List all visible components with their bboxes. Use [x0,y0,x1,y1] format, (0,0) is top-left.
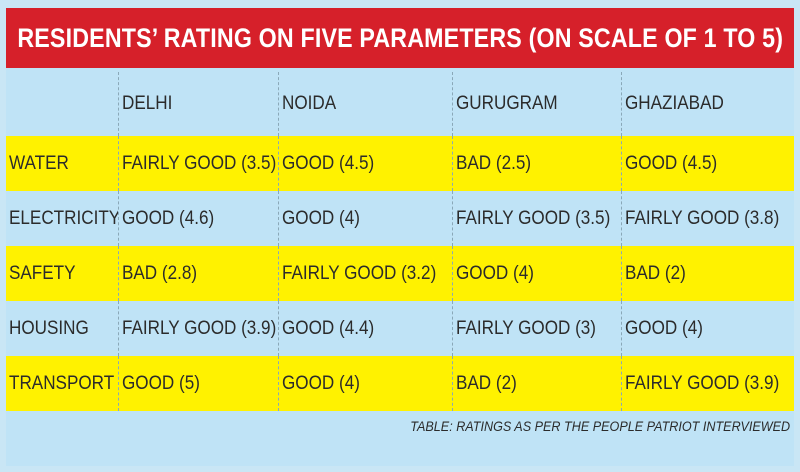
header-cell-ghaziabad: GHAZIABAD [625,93,724,114]
table-cell: FAIRLY GOOD (3.8) [625,207,780,229]
table-cell: GOOD (4.5) [279,136,453,191]
table-cell: GOOD (4.5) [625,152,718,174]
row-label: ELECTRICITY [6,191,119,246]
title-bar: RESIDENTS’ RATING ON FIVE PARAMETERS (ON… [6,8,794,68]
table-cell: BAD (2) [453,356,622,411]
header-cell-noida: NOIDA [279,72,453,136]
header-row: DELHI NOIDA GURUGRAM GHAZIABAD [6,72,794,136]
header-cell-gurugram: GURUGRAM [453,72,622,136]
ratings-table-frame: RESIDENTS’ RATING ON FIVE PARAMETERS (ON… [6,8,794,466]
table-row-transport: TRANSPORT GOOD (5) GOOD (4) BAD (2) FAIR… [6,356,794,411]
table-cell: BAD (2.8) [119,246,279,301]
table-cell: BAD (2.5) [453,136,622,191]
row-label: HOUSING [6,301,119,356]
table-cell: GOOD (4) [453,246,622,301]
table-cell: FAIRLY GOOD (3.2) [279,246,453,301]
row-label: TRANSPORT [6,356,119,411]
table-cell: FAIRLY GOOD (3) [453,301,622,356]
table-cell: BAD (2) [625,262,686,284]
header-cell-blank [6,72,119,136]
table-cell: GOOD (4.4) [279,301,453,356]
table-row-safety: SAFETY BAD (2.8) FAIRLY GOOD (3.2) GOOD … [6,246,794,301]
table-cell: FAIRLY GOOD (3.5) [453,191,622,246]
table-cell: FAIRLY GOOD (3.5) [119,136,279,191]
table-cell: GOOD (5) [119,356,279,411]
table-row-electricity: ELECTRICITY GOOD (4.6) GOOD (4) FAIRLY G… [6,191,794,246]
table-cell: GOOD (4) [279,356,453,411]
table-cell: GOOD (4) [279,191,453,246]
row-label: WATER [6,136,119,191]
table-title: RESIDENTS’ RATING ON FIVE PARAMETERS (ON… [17,22,783,53]
table-row-water: WATER FAIRLY GOOD (3.5) GOOD (4.5) BAD (… [6,136,794,191]
table-footnote: TABLE: RATINGS AS PER THE PEOPLE PATRIOT… [410,418,790,434]
header-cell-delhi: DELHI [119,72,279,136]
table-cell: FAIRLY GOOD (3.9) [119,301,279,356]
table-cell: GOOD (4.6) [119,191,279,246]
row-label: SAFETY [6,246,119,301]
table-cell: GOOD (4) [625,317,703,339]
table-row-housing: HOUSING FAIRLY GOOD (3.9) GOOD (4.4) FAI… [6,301,794,356]
ratings-table: DELHI NOIDA GURUGRAM GHAZIABAD WATER FAI… [6,72,794,411]
table-cell: FAIRLY GOOD (3.9) [625,372,780,394]
